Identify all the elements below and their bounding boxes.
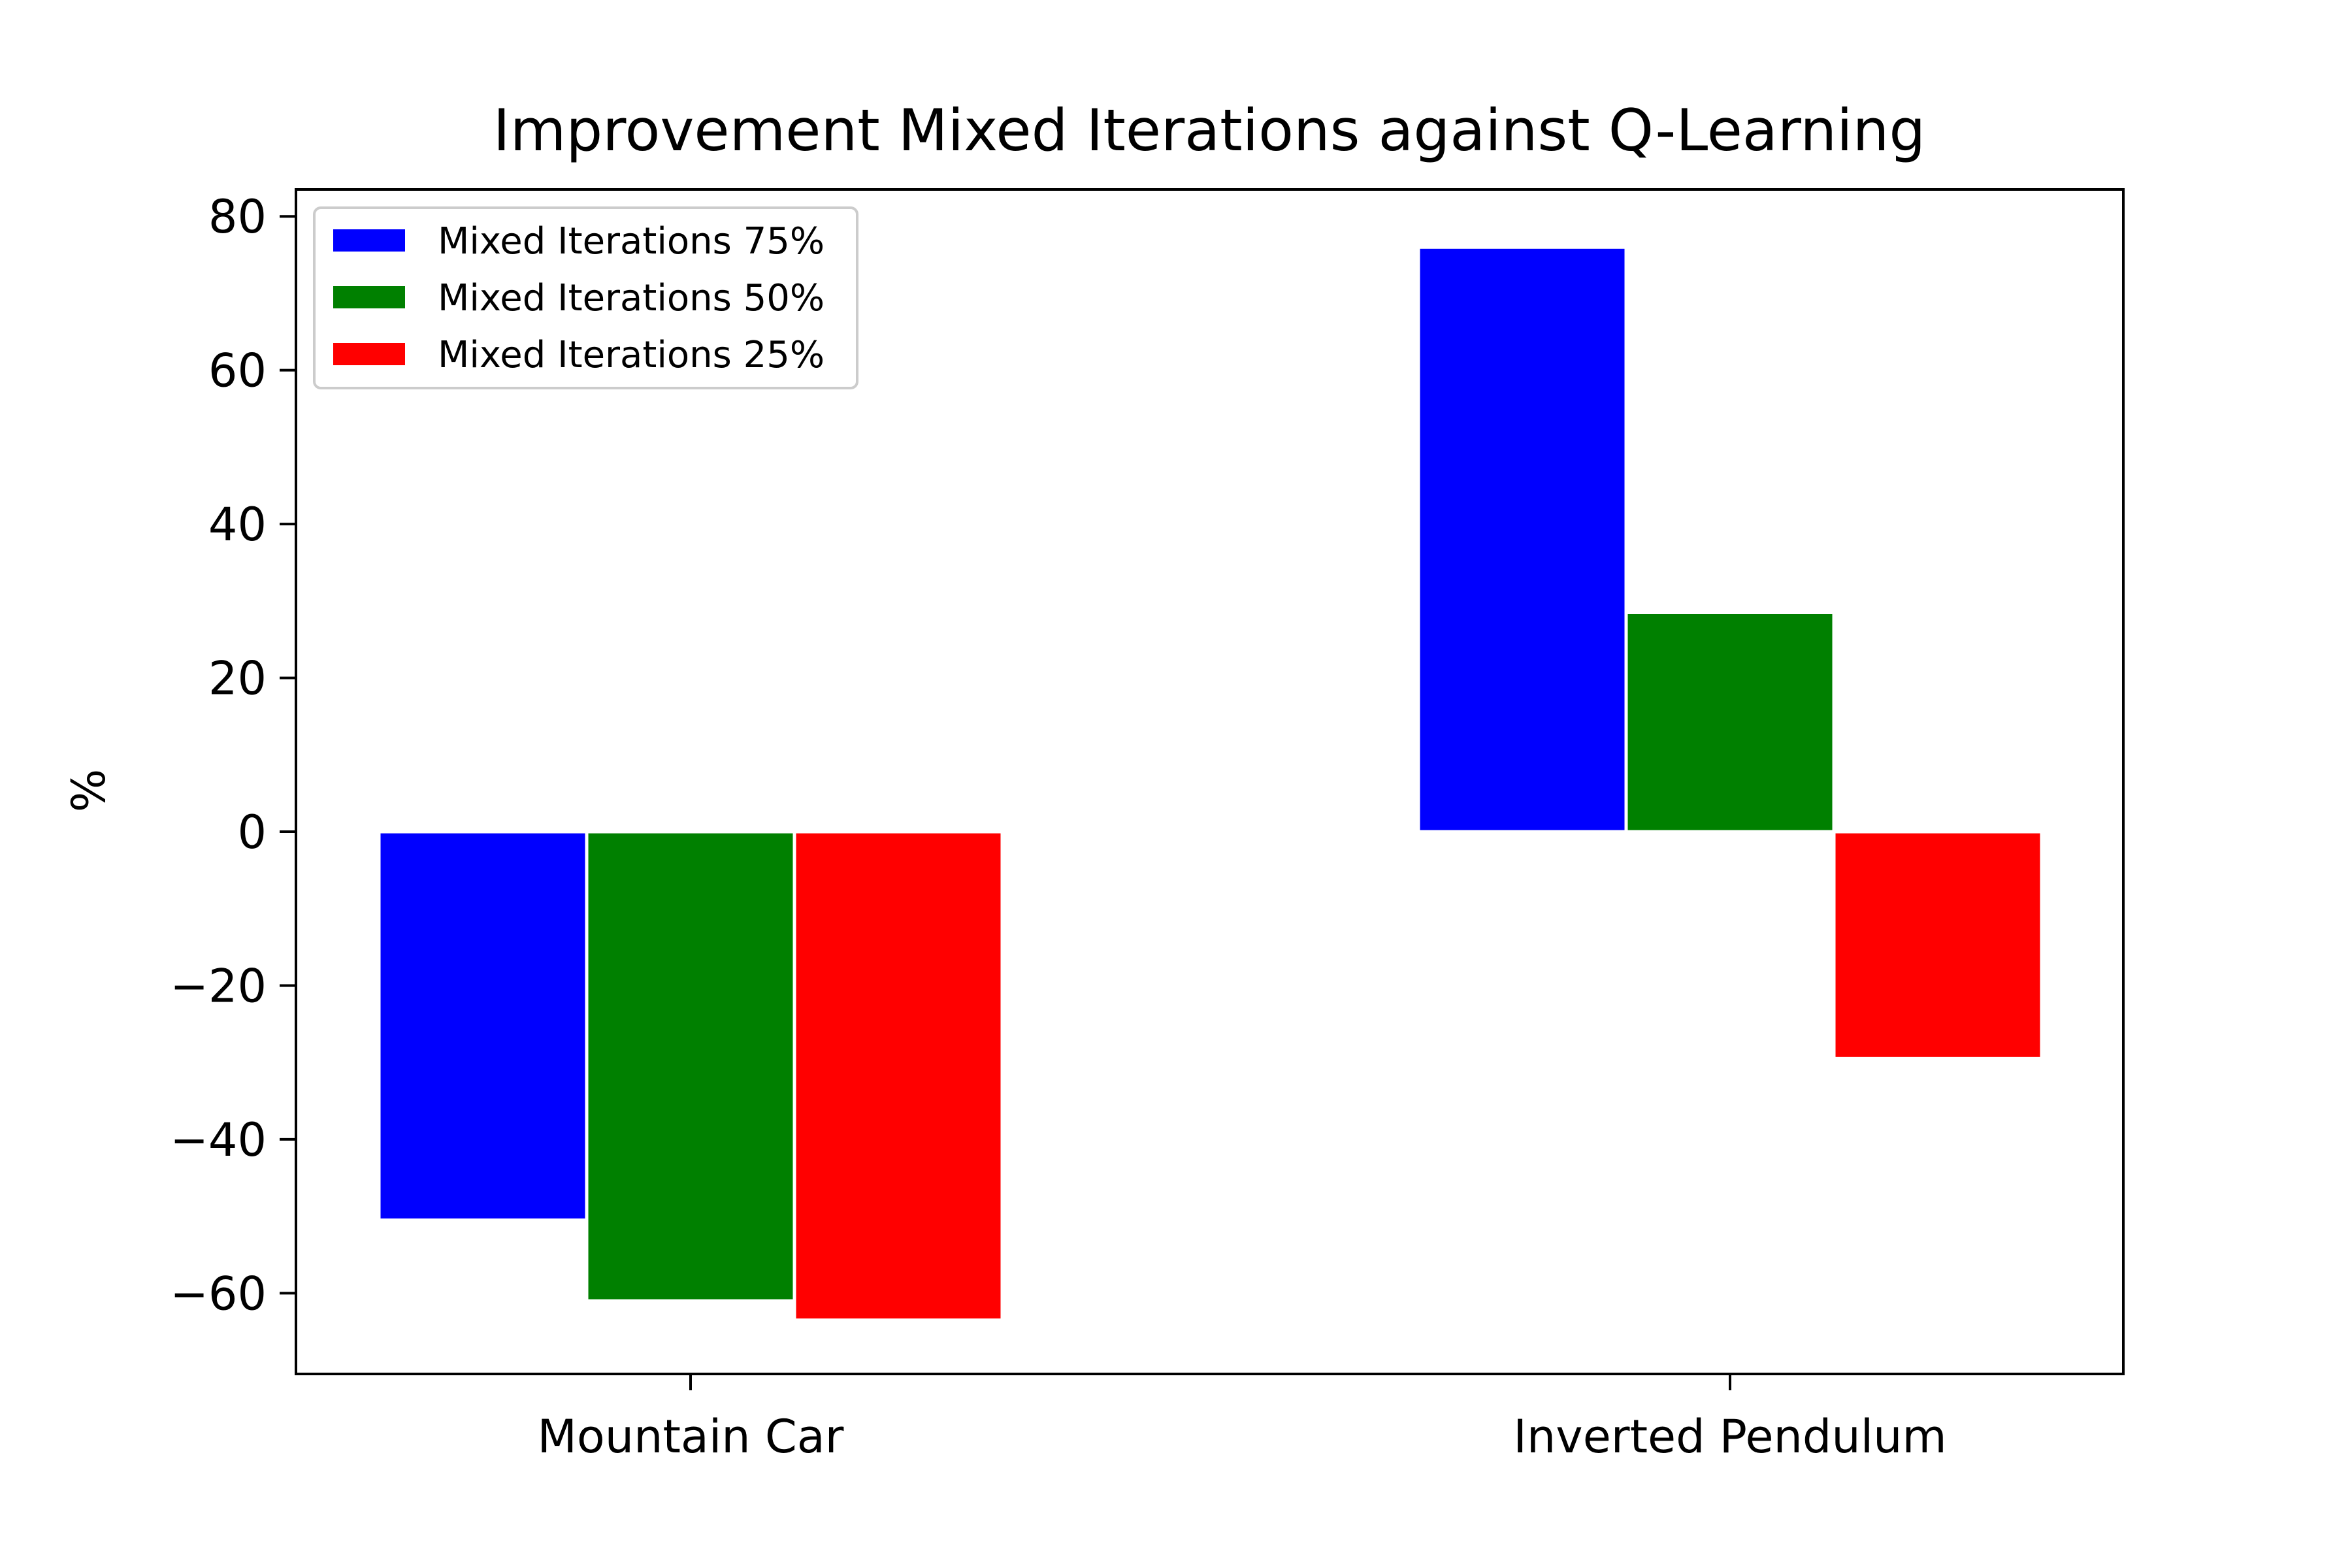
bar-mountain-car-series-3 xyxy=(792,830,1004,1322)
legend-label: Mixed Iterations 50% xyxy=(438,277,825,319)
y-tick-label: 0 xyxy=(237,806,267,859)
y-axis-label: % xyxy=(62,769,116,813)
y-tick-label: −60 xyxy=(170,1267,267,1320)
y-tick-label: 20 xyxy=(208,652,267,706)
y-tick-label: 60 xyxy=(208,344,267,398)
bar-inverted-pendulum-series-2 xyxy=(1624,611,1836,834)
legend-entries: Mixed Iterations 75% Mixed Iterations 50%… xyxy=(333,220,825,376)
legend-swatch xyxy=(333,229,405,252)
legend-swatch xyxy=(333,286,405,308)
y-tick-label: 80 xyxy=(208,190,267,244)
x-tick-label: Mountain Car xyxy=(538,1410,844,1463)
legend: Mixed Iterations 75% Mixed Iterations 50%… xyxy=(313,206,858,389)
bars-layer xyxy=(377,245,2044,1322)
y-axis-ticks: 80 60 40 20 0 −20 −40 −60 xyxy=(170,190,296,1320)
x-tick-label: Inverted Pendulum xyxy=(1513,1410,1946,1463)
bar-inverted-pendulum-series-1 xyxy=(1416,245,1628,834)
legend-label: Mixed Iterations 25% xyxy=(438,334,825,376)
y-tick-label: 40 xyxy=(208,498,267,551)
legend-label: Mixed Iterations 75% xyxy=(438,220,825,263)
plot-frame xyxy=(295,188,2125,1375)
legend-swatch xyxy=(333,343,405,365)
legend-frame xyxy=(313,206,858,389)
chart-title: Improvement Mixed Iterations against Q-L… xyxy=(493,97,1926,164)
bar-inverted-pendulum-series-3 xyxy=(1832,830,2044,1060)
y-tick-label: −20 xyxy=(170,959,267,1013)
bar-mountain-car-series-2 xyxy=(585,830,796,1303)
y-tick-label: −40 xyxy=(170,1113,267,1167)
bar-mountain-car-series-1 xyxy=(377,830,589,1222)
x-axis-ticks: Mountain Car Inverted Pendulum xyxy=(538,1374,1947,1463)
